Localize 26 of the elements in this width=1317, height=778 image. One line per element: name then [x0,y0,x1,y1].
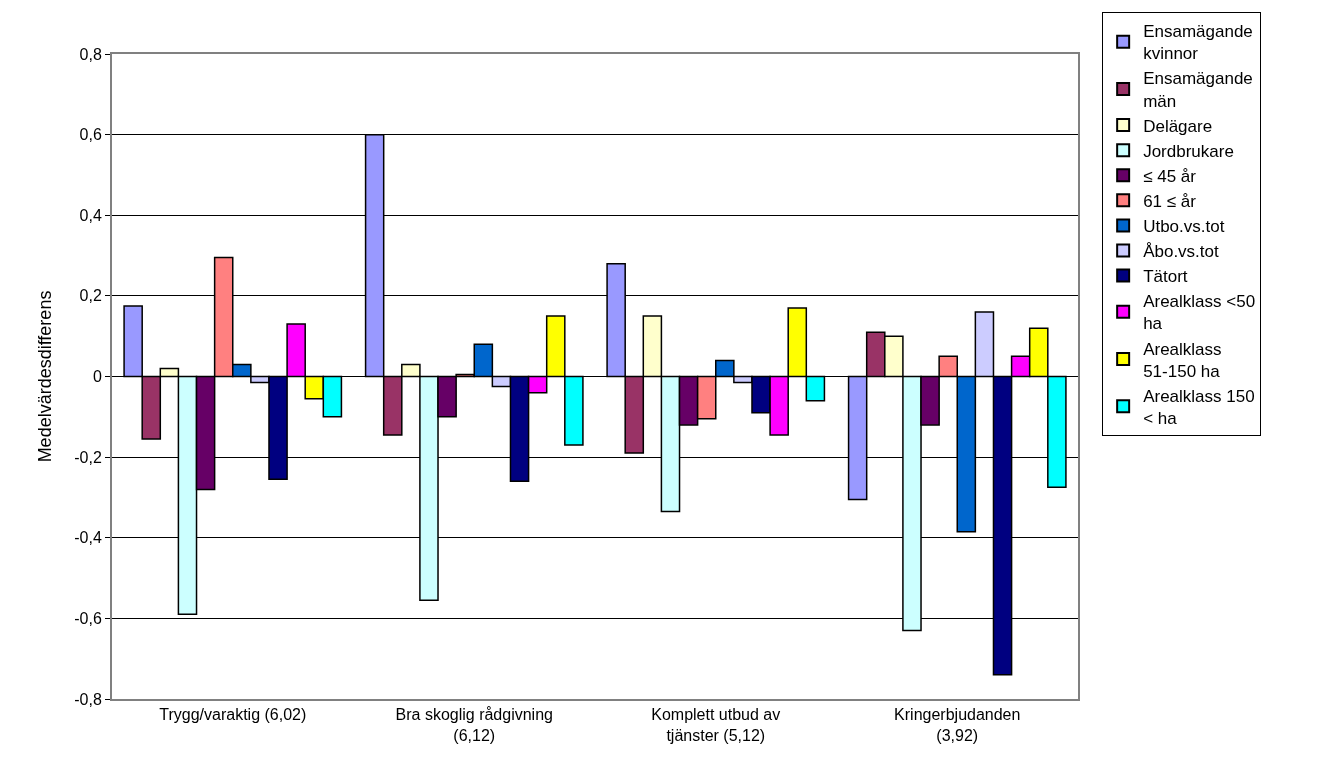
legend-label: Ensamägande kvinnor [1143,22,1253,64]
y-tick-label: 0,4 [79,206,102,224]
y-tick-label: 0,8 [79,45,102,63]
legend-label: Arealklass 150 < ha [1143,386,1255,428]
x-tick-label: Trygg/varaktig (6,02) [159,706,307,724]
legend-label: 61 ≤ år [1143,191,1197,211]
y-tick-label: 0 [92,368,102,386]
y-tick-label: -0,6 [74,609,102,627]
legend-label: Arealklass <50 ha [1143,292,1256,334]
y-tick-label: 0,6 [79,126,102,144]
x-tick-label: Kringerbjudanden (3,92) [894,706,1021,744]
legend-label: Delägare [1143,116,1213,136]
legend-label: Tätort [1143,267,1188,287]
legend-label: Ensamägande män [1143,69,1253,111]
y-tick-label: -0,2 [74,448,102,466]
x-tick-label: Bra skoglig rådgivning (6,12) [395,706,553,744]
legend-label: ≤ 45 år [1143,166,1197,186]
y-tick-label: -0,8 [74,690,102,708]
legend-label: Utbo.vs.tot [1143,217,1225,237]
x-tick-label: Komplett utbud av tjänster (5,12) [651,706,781,744]
legend-label: Jordbrukare [1143,141,1234,161]
legend-label: Arealklass 51-150 ha [1143,339,1222,381]
y-tick-label: 0,2 [79,287,102,305]
y-tick-label: -0,4 [74,529,102,547]
y-axis-title: Medelvärdesdifferens [34,290,55,463]
legend-label: Åbo.vs.tot [1143,242,1220,262]
